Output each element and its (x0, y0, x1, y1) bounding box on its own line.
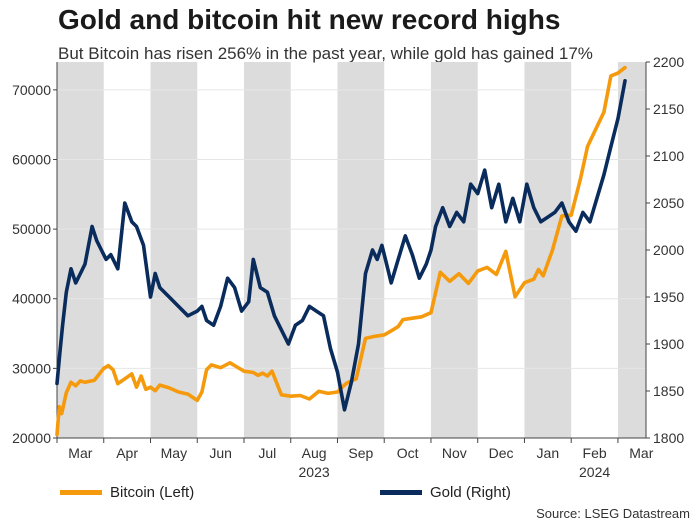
right-tick-label: 1950 (653, 289, 684, 305)
gold-line (55, 79, 627, 412)
x-tick-label: Mar (68, 445, 92, 461)
x-tick-label: Sep (348, 445, 373, 461)
right-tick-label: 2050 (653, 195, 684, 211)
right-tick-label: 1800 (653, 430, 684, 446)
left-tick-label: 30000 (12, 360, 51, 376)
x-year-label: 2024 (579, 464, 610, 480)
x-tick-label: Oct (397, 445, 419, 461)
legend-label-bitcoin: Bitcoin (Left) (110, 484, 195, 501)
x-tick-label: Jan (537, 445, 560, 461)
legend-item-gold: Gold (Right) (380, 484, 511, 501)
legend-label-gold: Gold (Right) (430, 484, 511, 501)
right-tick-label: 2150 (653, 101, 684, 117)
legend-swatch-bitcoin (60, 490, 102, 495)
x-tick-label: Jul (258, 445, 276, 461)
x-tick-label: Feb (583, 445, 607, 461)
month-band (337, 62, 385, 438)
right-tick-label: 2100 (653, 148, 684, 164)
chart-title: Gold and bitcoin hit new record highs (58, 4, 561, 35)
right-tick-label: 1900 (653, 336, 684, 352)
legend-item-bitcoin: Bitcoin (Left) (60, 484, 194, 501)
right-tick-label: 2000 (653, 242, 684, 258)
x-tick-label: Dec (489, 445, 514, 461)
month-band (617, 62, 646, 438)
x-tick-label: Jun (209, 445, 232, 461)
x-year-label: 2023 (299, 464, 330, 480)
right-tick-label: 2200 (653, 54, 684, 70)
source-note: Source: LSEG Datastream (536, 506, 690, 521)
left-tick-label: 20000 (12, 430, 51, 446)
x-tick-label: Nov (442, 445, 467, 461)
right-axis-ticks: 1800 1850 1900 1950 2000 2050 2100 2150 2200 (646, 54, 684, 446)
bitcoin-line (55, 65, 627, 437)
x-tick-label: Mar (629, 445, 653, 461)
left-tick-label: 40000 (12, 291, 51, 307)
left-axis-ticks: 20000 30000 40000 50000 60000 70000 (12, 82, 57, 446)
month-band (150, 62, 198, 438)
x-tick-label: Aug (302, 445, 327, 461)
chart-subtitle: But Bitcoin has risen 256% in the past y… (58, 44, 593, 63)
series-lines (55, 65, 627, 437)
month-band (430, 62, 478, 438)
right-tick-label: 1850 (653, 383, 684, 399)
legend-swatch-gold (380, 490, 422, 495)
month-band (524, 62, 572, 438)
left-tick-label: 50000 (12, 221, 51, 237)
left-tick-label: 70000 (12, 82, 51, 98)
left-tick-label: 60000 (12, 151, 51, 167)
x-tick-label: Apr (116, 445, 138, 461)
month-band (243, 62, 291, 438)
x-axis-ticks: Mar Apr May Jun Jul Aug Sep Oct Nov Dec Jan Feb Mar 2… (56, 438, 654, 480)
x-tick-label: May (161, 445, 187, 461)
